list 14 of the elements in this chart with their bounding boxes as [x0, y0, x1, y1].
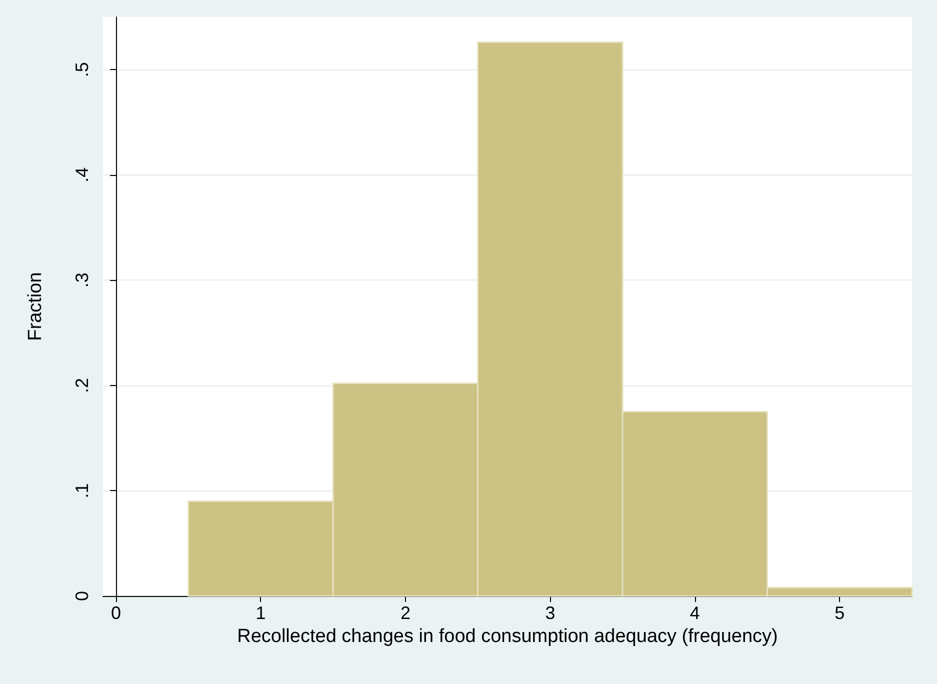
y-tick-label: .5: [72, 62, 92, 78]
x-tick-label: 4: [690, 603, 700, 623]
y-tick-label: .1: [72, 483, 92, 498]
x-tick-label: 1: [256, 603, 266, 623]
y-tick-label: .2: [72, 378, 92, 393]
x-tick-label: 2: [400, 603, 410, 623]
y-tick-label: .4: [72, 167, 92, 182]
y-tick-label: .3: [72, 272, 92, 288]
x-axis-title: Recollected changes in food consumption adequacy (frequency): [237, 626, 778, 647]
x-tick-label: 3: [545, 603, 556, 623]
x-tick-label: 5: [834, 603, 845, 623]
y-tick-label: 0: [72, 590, 92, 602]
y-axis-title: Fraction: [25, 272, 46, 341]
x-tick-label: 0: [111, 603, 122, 623]
